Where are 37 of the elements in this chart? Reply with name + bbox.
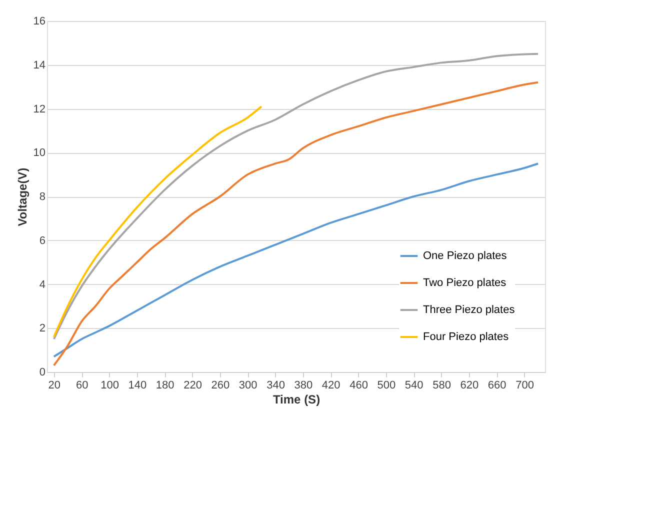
x-tick-label: 220 [184, 380, 202, 392]
x-tick-label: 580 [432, 380, 451, 392]
x-tick-label: 460 [350, 380, 368, 392]
x-tick-label: 60 [76, 380, 88, 392]
y-tick-label: 2 [39, 322, 46, 335]
x-tick-label: 540 [404, 380, 424, 392]
x-tick-label: 500 [377, 380, 396, 392]
x-tick-label: 20 [48, 380, 61, 392]
x-tick-label: 100 [100, 380, 119, 392]
y-tick-label: 6 [39, 234, 46, 247]
y-axis-title: Voltage(V) [15, 168, 30, 226]
x-tick-label: 380 [294, 380, 313, 392]
y-tick-label: 8 [39, 191, 46, 203]
x-tick-label: 300 [238, 380, 258, 392]
line-series [52, 81, 540, 366]
y-tick-label: 12 [33, 103, 46, 116]
x-tick-label: 140 [128, 380, 147, 392]
legend-label: Four Piezo plates [423, 331, 510, 343]
legend-label: Two Piezo plates [423, 277, 507, 289]
y-tick-label: 4 [39, 278, 46, 291]
legend-label: Three Piezo plates [423, 304, 516, 316]
y-tick-label: 0 [39, 366, 46, 378]
y-tick-label: 14 [33, 59, 46, 72]
y-tick-label: 10 [33, 147, 46, 160]
line-series [52, 52, 540, 340]
x-tick-label: 180 [156, 380, 174, 392]
y-tick-label: 16 [33, 16, 46, 28]
x-tick-label: 660 [488, 380, 506, 392]
x-axis-title: Time (S) [272, 392, 320, 406]
line-series [52, 106, 262, 338]
x-tick-label: 340 [266, 380, 285, 392]
x-tick-label: 420 [322, 380, 340, 392]
x-tick-label: 620 [460, 380, 479, 392]
x-tick-label: 260 [211, 380, 230, 392]
x-tick-label: 700 [516, 380, 534, 392]
line-series [52, 162, 540, 358]
legend-label: One Piezo plates [423, 250, 508, 262]
